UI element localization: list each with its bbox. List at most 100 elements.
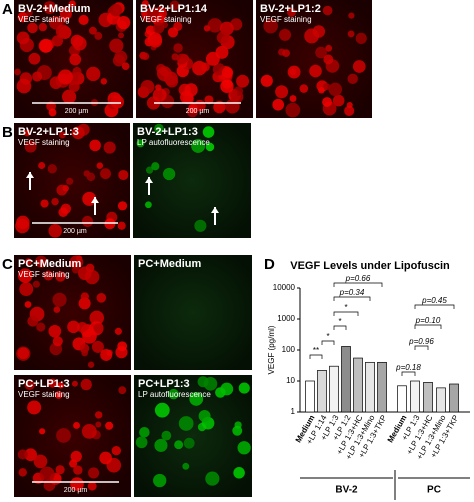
- cell: [279, 28, 292, 41]
- cell: [47, 164, 57, 174]
- cell: [272, 98, 285, 111]
- cell: [140, 80, 155, 94]
- cell: [96, 162, 104, 169]
- bar: [365, 361, 375, 413]
- cell: [189, 392, 204, 406]
- image-title: BV-2+LP1:3: [137, 126, 198, 138]
- significance: **: [313, 346, 319, 355]
- cell: [347, 30, 355, 38]
- cell: [69, 53, 82, 66]
- panel-label: D: [264, 256, 275, 273]
- cell: [323, 54, 334, 65]
- cell: [24, 379, 35, 391]
- cell: [154, 402, 170, 418]
- cell: [168, 388, 179, 400]
- significance: *: [326, 332, 329, 341]
- cell: [28, 52, 41, 65]
- cell: [352, 60, 366, 73]
- cell: [81, 423, 97, 439]
- cell: [136, 139, 145, 148]
- cell: [322, 97, 332, 107]
- cell: [315, 46, 327, 59]
- cell: [332, 94, 345, 107]
- cell: [72, 36, 87, 51]
- cell: [69, 459, 78, 468]
- cell: [110, 95, 125, 109]
- cell: [318, 87, 325, 94]
- significance: *: [338, 317, 341, 326]
- bar: [410, 380, 420, 413]
- y-tick-label: 1: [291, 407, 296, 416]
- cell: [15, 218, 30, 234]
- cell: [48, 378, 58, 388]
- image-title: BV-2+LP1:14: [140, 3, 208, 15]
- significance: p=0.66: [345, 274, 371, 283]
- image-title: BV-2+LP1:2: [260, 3, 321, 15]
- micrograph: [133, 123, 251, 238]
- cell: [287, 7, 296, 17]
- arrow-head: [145, 177, 153, 183]
- cell: [182, 462, 190, 470]
- cell: [32, 280, 40, 288]
- image-title: PC+LP1:3: [138, 378, 190, 390]
- cell: [100, 78, 108, 85]
- cell: [24, 301, 32, 308]
- image-subtitle: LP autofluorescence: [137, 138, 210, 147]
- bar: [305, 380, 315, 413]
- cell: [325, 44, 333, 52]
- cell: [86, 172, 96, 182]
- cell: [285, 102, 301, 118]
- cell: [289, 95, 297, 103]
- cell: [55, 271, 66, 282]
- cell: [117, 201, 128, 211]
- cell: [184, 83, 198, 97]
- image-title: PC+Medium: [18, 258, 81, 270]
- cell: [89, 310, 105, 326]
- cell: [176, 53, 188, 65]
- y-tick-label: 10000: [273, 283, 296, 292]
- bracket: [321, 340, 335, 345]
- cell: [55, 24, 70, 39]
- bracket: [401, 371, 416, 376]
- cell: [76, 255, 83, 262]
- panel-label: B: [2, 124, 13, 141]
- cell: [67, 320, 80, 334]
- cell: [39, 466, 55, 482]
- bar: [377, 361, 387, 413]
- cell: [68, 0, 76, 8]
- cell: [203, 25, 211, 32]
- cell: [118, 32, 125, 39]
- cell: [27, 315, 39, 327]
- cell: [287, 65, 301, 79]
- cell: [14, 68, 21, 76]
- cell: [118, 386, 127, 395]
- cell: [323, 83, 331, 91]
- cell: [154, 123, 164, 134]
- cell: [100, 348, 113, 361]
- cell: [91, 340, 104, 353]
- cell: [200, 62, 210, 72]
- cell: [299, 84, 309, 93]
- micrograph: [256, 0, 372, 118]
- cell: [117, 341, 128, 352]
- cell: [89, 26, 97, 35]
- cell: [174, 440, 184, 450]
- cell: [135, 436, 148, 449]
- cell: [57, 69, 73, 85]
- cell: [33, 454, 48, 469]
- cell: [88, 467, 100, 479]
- cell: [43, 270, 54, 281]
- cell: [207, 18, 223, 33]
- cell: [78, 266, 92, 281]
- bar: [397, 385, 407, 413]
- cell: [205, 51, 220, 66]
- image-subtitle: VEGF staining: [18, 15, 70, 24]
- cell: [109, 38, 124, 53]
- cell: [173, 43, 183, 53]
- panel-label: C: [2, 256, 13, 273]
- significance: p=0.18: [395, 363, 421, 372]
- cell: [141, 52, 150, 61]
- cell: [346, 101, 353, 109]
- cell: [149, 34, 163, 48]
- cell: [27, 400, 42, 415]
